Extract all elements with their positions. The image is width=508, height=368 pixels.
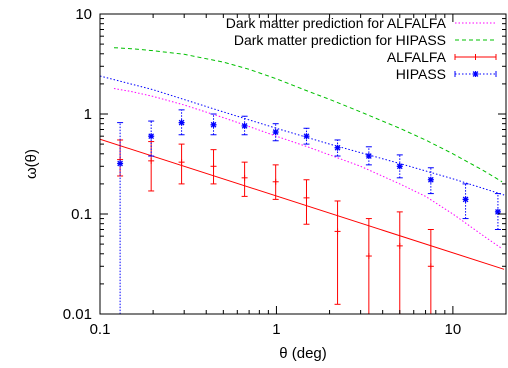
marker-star <box>272 129 279 135</box>
marker-star <box>472 71 479 77</box>
marker-star <box>241 123 248 129</box>
marker-star <box>462 196 469 203</box>
y-tick-label: 0.01 <box>63 306 92 323</box>
series-dark-matter-prediction-for-hipass-curve <box>113 47 503 183</box>
legend-label: Dark matter prediction for HIPASS <box>234 32 446 48</box>
series-hipass-fit <box>100 75 505 196</box>
legend-label: HIPASS <box>396 66 446 82</box>
legend-label: Dark matter prediction for ALFALFA <box>226 15 447 31</box>
marker-star <box>303 133 310 140</box>
x-axis-label: θ (deg) <box>279 345 327 362</box>
legend-label: ALFALFA <box>387 49 447 65</box>
marker-star <box>178 119 185 126</box>
marker-star <box>427 176 434 183</box>
series-hipass-points <box>117 109 501 314</box>
marker-star <box>117 160 123 167</box>
series-alfalfa-points <box>117 139 434 314</box>
x-tick-label: 1 <box>272 321 280 338</box>
series-alfalfa-fit <box>100 138 505 270</box>
marker-star <box>365 153 372 159</box>
series-layer <box>100 47 505 270</box>
y-tick-label: 1 <box>84 106 92 123</box>
y-tick-label: 0.1 <box>71 206 92 223</box>
plot-area-frame <box>99 13 507 315</box>
marker-star <box>396 163 403 170</box>
marker-star <box>334 144 341 151</box>
y-tick-label: 10 <box>75 6 92 23</box>
x-tick-label: 0.1 <box>90 321 111 338</box>
points-layer <box>117 109 501 314</box>
marker-star <box>495 209 501 215</box>
x-tick-label: 10 <box>445 321 462 338</box>
y-axis-label: ω(θ) <box>23 149 40 179</box>
marker-star <box>210 121 217 128</box>
marker-star <box>148 133 155 140</box>
